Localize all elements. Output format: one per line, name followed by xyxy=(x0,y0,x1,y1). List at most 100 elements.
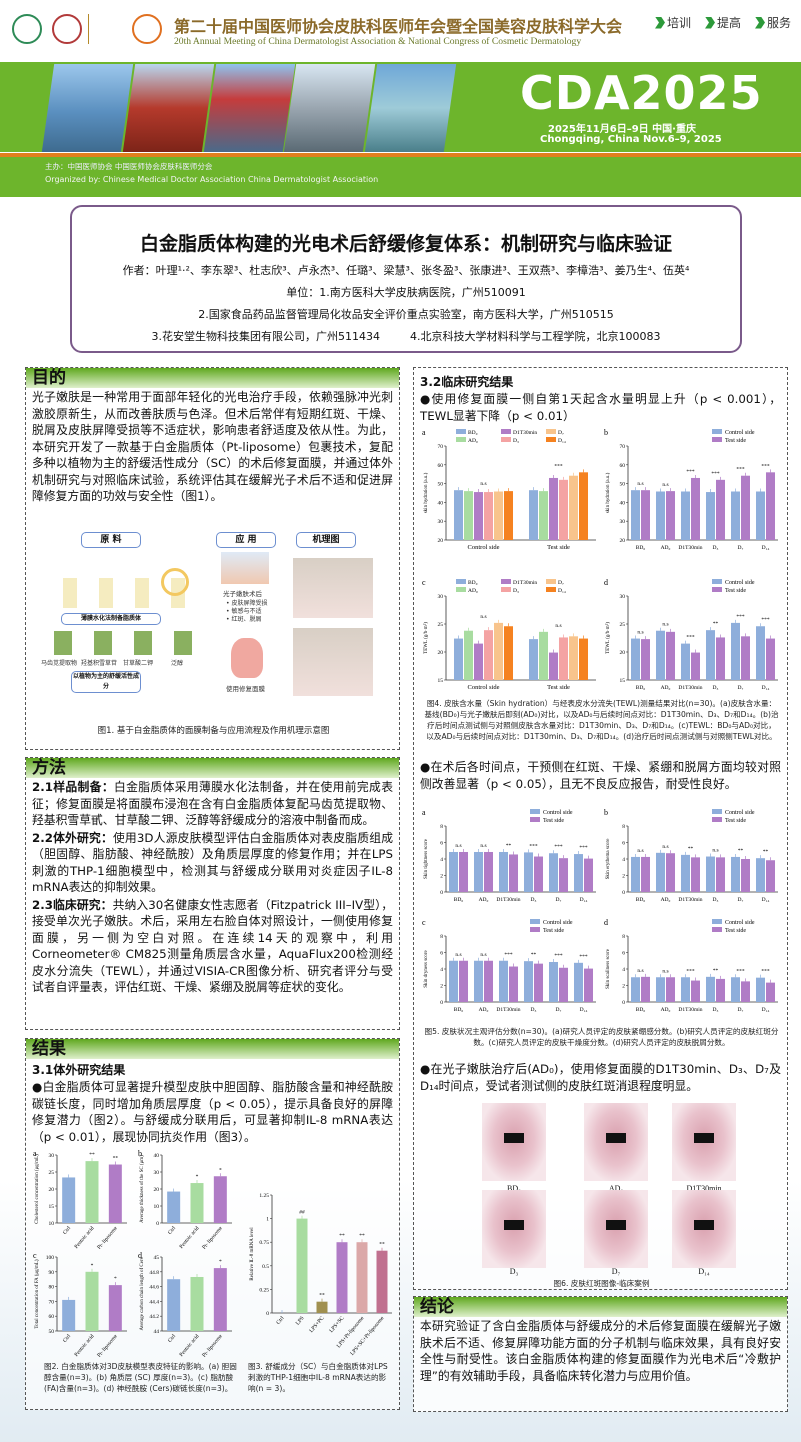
photo-label: D₁₄ xyxy=(698,1267,710,1276)
panel-label: a xyxy=(422,428,426,437)
divider xyxy=(0,152,801,157)
fig2b-chart: b 0 10 20 30 40 Average thickness of the SC (μ… xyxy=(138,1149,232,1249)
significance-label: n.s xyxy=(637,848,643,854)
bar xyxy=(474,643,483,680)
symptom-3: • 红斑、脱屑 xyxy=(226,616,262,623)
significance-label: ** xyxy=(713,621,719,627)
y-axis-label: Skin erythema score xyxy=(606,838,611,880)
y-axis-label: TEWL (g/h·m²) xyxy=(605,622,611,654)
y-tick-label: 70 xyxy=(49,1299,55,1305)
significance-label: ** xyxy=(359,1233,365,1239)
bar xyxy=(766,638,775,680)
nav-training[interactable]: 培训 xyxy=(655,14,691,31)
significance-label: *** xyxy=(736,467,745,473)
symptom-1: • 皮肤屏障受损 xyxy=(226,600,268,607)
x-tick-label: D₇ xyxy=(556,1007,562,1013)
panel-label: d xyxy=(604,918,608,927)
bar xyxy=(62,1177,76,1223)
affiliation-3-4: 3.花安堂生物科技集团有限公司，广州511434 4.北京科技大学材料科学与工程学… xyxy=(151,330,661,343)
fig5d-chart: d 0 2 4 6 8 Skin scaliness score n.s BD₀ n.s AD₀ **… xyxy=(604,918,778,1013)
significance-label: *** xyxy=(761,969,770,975)
panel-label: c xyxy=(33,1251,37,1260)
bar xyxy=(474,960,483,1002)
significance-label: * xyxy=(196,1174,199,1180)
aim-text: 光子嫩肤是一种常用于面部年轻化的光电治疗手段，依赖强脉冲光刺激胶原新生，从而改善… xyxy=(32,390,393,503)
bar xyxy=(524,852,533,892)
bar xyxy=(494,622,503,680)
y-axis-label: Cholesterol concentration (μg/mL) xyxy=(35,1154,40,1224)
clinical-text-2: ●在术后各时间点，干预侧在红斑、干燥、紧绷和脱屑方面均较对照侧改善显著（p < … xyxy=(420,760,781,791)
legend-label: Test side xyxy=(725,438,746,444)
bar xyxy=(499,851,508,892)
fig2-caption: 图2. 白金脂质体对3D皮肤模型表皮特征的影响。(a) 胆固醇含量(n=3)。(… xyxy=(44,1362,237,1393)
bar xyxy=(716,857,725,892)
nccd-logo xyxy=(132,14,162,44)
x-tick-label: BD₀ xyxy=(636,545,646,551)
x-tick-label: AD₀ xyxy=(661,1007,671,1013)
bar xyxy=(539,631,548,680)
x-tick-label: BD₀ xyxy=(454,897,464,903)
bar xyxy=(484,492,493,540)
legend-label: D₁₄ xyxy=(558,438,566,444)
x-tick-label: Control side xyxy=(468,684,500,691)
bar xyxy=(190,1276,204,1331)
bar xyxy=(474,492,483,540)
y-tick-label: 6 xyxy=(440,841,443,847)
bar xyxy=(756,977,765,1002)
bar xyxy=(681,491,690,540)
y-tick-label: 25 xyxy=(620,622,626,628)
significance-label: *** xyxy=(686,635,695,641)
bar xyxy=(549,961,558,1002)
bar xyxy=(336,1242,348,1313)
bar xyxy=(494,491,503,540)
bar xyxy=(559,479,568,540)
bar xyxy=(574,962,583,1002)
x-tick-label: Pt- liposome xyxy=(201,1225,224,1249)
significance-label: * xyxy=(91,1263,94,1269)
x-tick-label: LPS xyxy=(295,1315,306,1326)
bar xyxy=(741,475,750,540)
x-tick-label: D₁₄ xyxy=(580,897,588,903)
x-tick-label: D1T30min xyxy=(678,545,702,551)
symptom-2: • 敏感与不适 xyxy=(226,608,262,615)
significance-label: ** xyxy=(713,968,719,974)
significance-label: n.s xyxy=(637,968,643,974)
bar xyxy=(484,630,493,680)
nav-improve[interactable]: 提高 xyxy=(705,14,741,31)
x-tick-label: Ctrl xyxy=(275,1315,285,1326)
significance-label: n.s xyxy=(712,848,718,854)
bar xyxy=(529,639,538,680)
legend-label: Test side xyxy=(725,588,746,594)
fig3-caption: 图3. 舒缓成分（SC）与白金脂质体对LPS刺激的THP-1细胞中IL-8 mR… xyxy=(248,1362,388,1393)
significance-label: * xyxy=(219,1259,222,1265)
significance-label: ** xyxy=(113,1156,119,1162)
y-tick-label: 45 xyxy=(154,1255,160,1261)
bar xyxy=(691,477,700,540)
photo-label: D1T30min xyxy=(686,1184,722,1193)
arrow-icon xyxy=(755,16,765,29)
x-tick-label: D₃ xyxy=(713,897,719,903)
conference-title-cn: 第二十届中国医师协会皮肤科医师年会暨全国美容皮肤科学大会 xyxy=(174,17,623,36)
bar xyxy=(213,1268,227,1331)
nav-service[interactable]: 服务 xyxy=(755,14,791,31)
significance-label: n.s xyxy=(480,843,486,849)
significance-label: n.s xyxy=(637,481,643,487)
fig3-chart: 0 0.25 0.5 0.75 1 1.25 Relative IL-8 mRNA leve… xyxy=(250,1193,392,1357)
bar xyxy=(766,982,775,1002)
bar xyxy=(691,652,700,680)
y-tick-label: 40 xyxy=(154,1153,160,1159)
x-tick-label: Ctrl xyxy=(167,1333,177,1344)
bar xyxy=(666,977,675,1002)
y-axis-label: Average carbon chain length of Cers xyxy=(140,1257,145,1330)
plant-illustration xyxy=(46,631,196,655)
x-tick-label: D1T30min xyxy=(496,1007,520,1013)
bar xyxy=(190,1183,204,1223)
x-tick-label: D₇ xyxy=(738,545,744,551)
bar xyxy=(656,491,665,540)
y-tick-label: 44.6 xyxy=(149,1285,159,1291)
x-tick-label: Pentoic acid xyxy=(179,1333,201,1357)
x-tick-label: Control side xyxy=(468,544,500,551)
conclusion-heading: 结论 xyxy=(414,1297,787,1317)
clinical-text-3: ●在光子嫩肤治疗后(AD₀)，使用修复面膜的D1T30min、D₃、D₇及D₁₄… xyxy=(420,1062,781,1093)
bar xyxy=(108,1285,122,1331)
